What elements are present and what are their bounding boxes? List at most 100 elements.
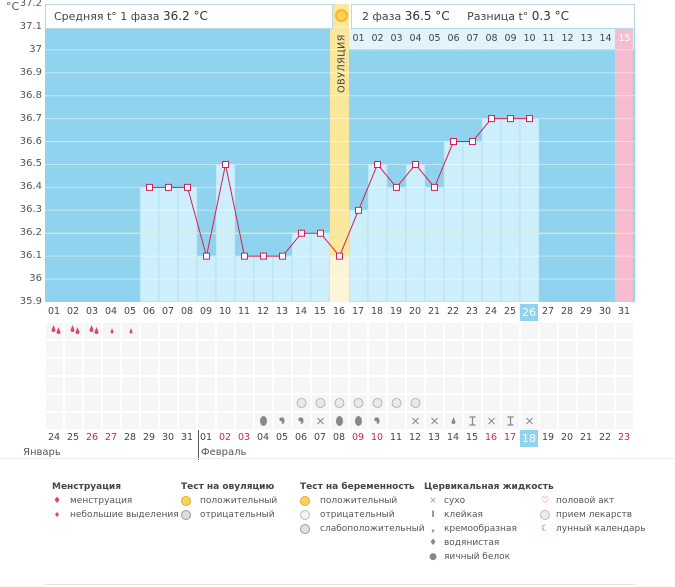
- cycle-day-label[interactable]: 31: [617, 306, 631, 317]
- temp-point-day-16: [336, 252, 343, 260]
- cycle-day-label[interactable]: 21: [427, 306, 441, 317]
- temp-point-day-25: [507, 115, 514, 123]
- calendar-date-label[interactable]: 13: [427, 432, 441, 443]
- calendar-date-label[interactable]: 16: [484, 432, 498, 443]
- cycle-day-label[interactable]: 22: [446, 306, 460, 317]
- cycle-day-label[interactable]: 15: [313, 306, 327, 317]
- cycle-day-label[interactable]: 25: [503, 306, 517, 317]
- cycle-day-label[interactable]: 10: [218, 306, 232, 317]
- temp-bar-day-7: [158, 187, 179, 302]
- grid-cell: [84, 359, 101, 375]
- creamy-icon: [298, 417, 304, 424]
- calendar-date-label[interactable]: 18: [520, 430, 538, 447]
- calendar-date-label[interactable]: 17: [503, 432, 517, 443]
- cycle-day-label[interactable]: 02: [66, 306, 80, 317]
- calendar-date-label[interactable]: 03: [237, 432, 251, 443]
- cycle-day-label[interactable]: 20: [408, 306, 422, 317]
- calendar-date-label[interactable]: 23: [617, 432, 631, 443]
- cycle-day-label[interactable]: 12: [256, 306, 270, 317]
- ovulation-sun-icon: [335, 9, 348, 22]
- grid-cell: [464, 323, 481, 339]
- grid-cell: [369, 341, 386, 357]
- cycle-day-label[interactable]: 05: [123, 306, 137, 317]
- calendar-date-label[interactable]: 07: [313, 432, 327, 443]
- cycle-day-label[interactable]: 03: [85, 306, 99, 317]
- cycle-day-label[interactable]: 07: [161, 306, 175, 317]
- cycle-day-label[interactable]: 29: [579, 306, 593, 317]
- grid-cell: [578, 359, 595, 375]
- y-tick-label: 36.4: [19, 181, 42, 193]
- creamy-icon: ❟: [431, 524, 435, 534]
- calendar-date-label[interactable]: 02: [218, 432, 232, 443]
- cycle-day-label[interactable]: 23: [465, 306, 479, 317]
- cycle-day-label[interactable]: 19: [389, 306, 403, 317]
- temp-point-day-10: [222, 160, 229, 168]
- grid-cell: [160, 395, 177, 411]
- grid-cell: [597, 359, 614, 375]
- calendar-date-label[interactable]: 06: [294, 432, 308, 443]
- grid-cell: [236, 395, 253, 411]
- grid-cell: [483, 323, 500, 339]
- calendar-date-label[interactable]: 25: [66, 432, 80, 443]
- cycle-day-label[interactable]: 18: [370, 306, 384, 317]
- cycle-day-label[interactable]: 06: [142, 306, 156, 317]
- calendar-date-label[interactable]: 01: [199, 432, 213, 443]
- calendar-date-label[interactable]: 05: [275, 432, 289, 443]
- grid-cell: [122, 359, 139, 375]
- temp-bar-day-15: [310, 232, 331, 302]
- cycle-day-label[interactable]: 08: [180, 306, 194, 317]
- grid-cell: [255, 395, 272, 411]
- calendar-date-label[interactable]: 20: [560, 432, 574, 443]
- cycle-day-label[interactable]: 16: [332, 306, 346, 317]
- calendar-date-label[interactable]: 11: [389, 432, 403, 443]
- cycle-day-label[interactable]: 01: [47, 306, 61, 317]
- calendar-date-label[interactable]: 21: [579, 432, 593, 443]
- grid-cell: [483, 359, 500, 375]
- calendar-date-label[interactable]: 08: [332, 432, 346, 443]
- cycle-day-label[interactable]: 24: [484, 306, 498, 317]
- calendar-date-label[interactable]: 31: [180, 432, 194, 443]
- calendar-date-label[interactable]: 19: [541, 432, 555, 443]
- grid-cell: [198, 359, 215, 375]
- calendar-date-label[interactable]: 30: [161, 432, 175, 443]
- preg-test-negative-icon: [372, 398, 383, 408]
- calendar-date-label[interactable]: 14: [446, 432, 460, 443]
- calendar-date-label[interactable]: 24: [47, 432, 61, 443]
- grid-cell: [369, 377, 386, 393]
- calendar-date-label[interactable]: 15: [465, 432, 479, 443]
- cycle-day-label[interactable]: 28: [560, 306, 574, 317]
- calendar-date-label[interactable]: 27: [104, 432, 118, 443]
- grid-cell: [388, 413, 405, 429]
- grid-cell: [388, 359, 405, 375]
- temp-point-day-8: [184, 183, 191, 191]
- calendar-date-label[interactable]: 29: [142, 432, 156, 443]
- grid-cell: [236, 359, 253, 375]
- cycle-day-label[interactable]: 11: [237, 306, 251, 317]
- grid-cell: [502, 377, 519, 393]
- cycle-day-label[interactable]: 26: [520, 304, 538, 321]
- calendar-date-label[interactable]: 10: [370, 432, 384, 443]
- grid-cell: [274, 359, 291, 375]
- calendar-date-label[interactable]: 04: [256, 432, 270, 443]
- calendar-date-label[interactable]: 28: [123, 432, 137, 443]
- diff-label: Разница t°: [467, 10, 529, 23]
- cycle-day-label[interactable]: 04: [104, 306, 118, 317]
- legend-preg-weak: слабоположительный: [320, 524, 425, 534]
- calendar-date-label[interactable]: 22: [598, 432, 612, 443]
- temp-point-day-17: [355, 206, 362, 214]
- grid-cell: [217, 323, 234, 339]
- cycle-day-label[interactable]: 30: [598, 306, 612, 317]
- grid-cell: [521, 341, 538, 357]
- grid-cell: [84, 413, 101, 429]
- grid-cell: [597, 413, 614, 429]
- cycle-day-label[interactable]: 09: [199, 306, 213, 317]
- calendar-date-label[interactable]: 09: [351, 432, 365, 443]
- cycle-day-label[interactable]: 13: [275, 306, 289, 317]
- cycle-day-label[interactable]: 14: [294, 306, 308, 317]
- calendar-date-label[interactable]: 12: [408, 432, 422, 443]
- cycle-day-label[interactable]: 17: [351, 306, 365, 317]
- cycle-day-label[interactable]: 27: [541, 306, 555, 317]
- grid-cell: [331, 359, 348, 375]
- grid-cell: [597, 395, 614, 411]
- calendar-date-label[interactable]: 26: [85, 432, 99, 443]
